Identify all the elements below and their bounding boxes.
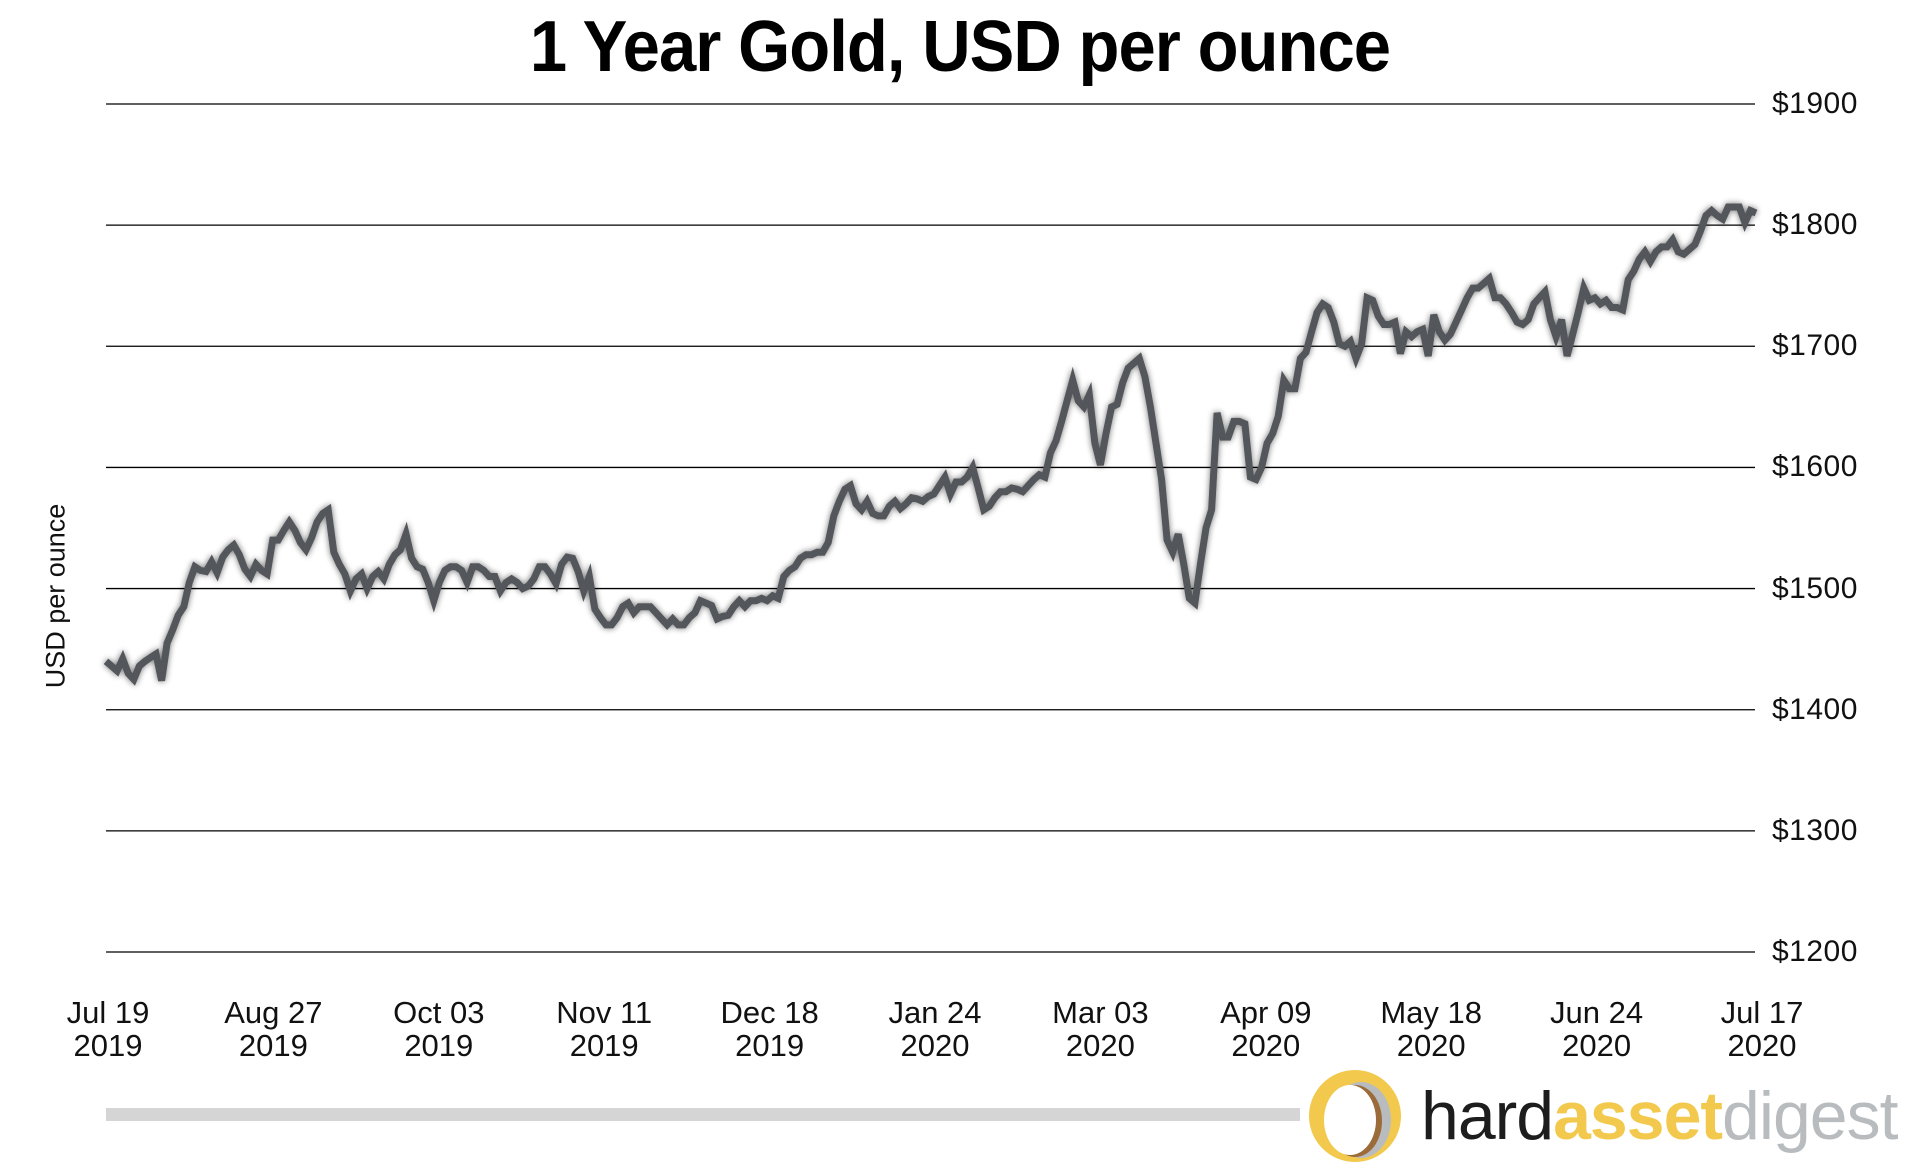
y-tick-label: $1700	[1772, 329, 1858, 363]
x-tick-label: Jul 19 2019	[66, 995, 150, 1063]
logo-wordmark: hardassetdigest	[1421, 1077, 1899, 1155]
x-tick-label: Dec 18 2019	[720, 995, 819, 1063]
x-tick-label: Jul 17 2020	[1720, 995, 1804, 1063]
x-tick-label: Apr 09 2020	[1220, 995, 1312, 1063]
y-tick-label: $1300	[1772, 813, 1858, 847]
x-tick-label: Aug 27 2019	[224, 995, 323, 1063]
gridlines	[106, 103, 1755, 953]
hardassetdigest-logo: hardassetdigest	[1305, 1066, 1899, 1166]
y-tick-label: $1500	[1772, 571, 1858, 605]
chart-title: 1 Year Gold, USD per ounce	[529, 7, 1391, 87]
y-tick-label: $1900	[1772, 87, 1858, 120]
logo-word-hard: hard	[1421, 1078, 1554, 1154]
x-tick-label: May 18 2020	[1380, 995, 1483, 1063]
y-tick-label: $1400	[1772, 692, 1858, 726]
y-tick-label: $1600	[1772, 450, 1858, 484]
gold-price-line	[103, 203, 1758, 686]
logo-word-asset: asset	[1553, 1078, 1723, 1154]
footer-bar	[106, 1108, 1300, 1121]
logo-word-digest: digest	[1722, 1078, 1898, 1154]
x-tick-label: Mar 03 2020	[1052, 995, 1149, 1063]
x-tick-label: Jan 24 2020	[888, 995, 982, 1063]
x-tick-label: Nov 11 2019	[556, 995, 653, 1063]
logo-ring-icon	[1309, 1070, 1401, 1162]
x-tick-label: Jun 24 2020	[1550, 995, 1644, 1063]
x-tick-label: Oct 03 2019	[393, 995, 485, 1063]
y-tick-label: $1800	[1772, 208, 1858, 242]
y-tick-label: $1200	[1772, 935, 1858, 968]
